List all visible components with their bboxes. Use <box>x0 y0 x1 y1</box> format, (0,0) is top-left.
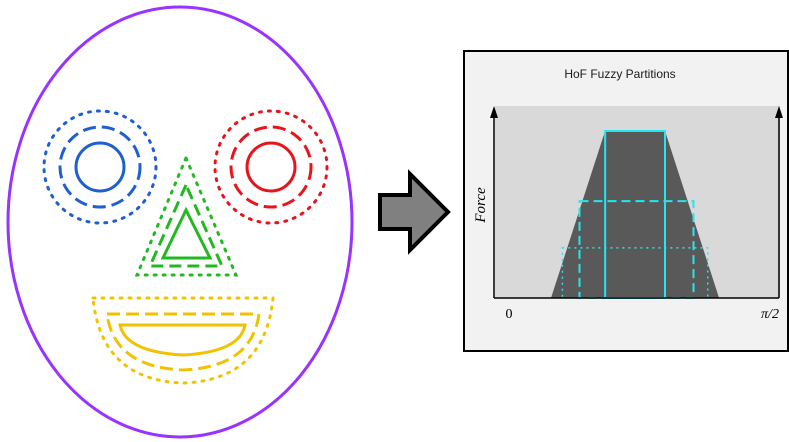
nose-solid-triangle <box>160 206 213 260</box>
left-eye <box>42 109 158 225</box>
fuzzy-partitions-panel: HoF Fuzzy Partitions Force 0 π/2 <box>463 50 789 352</box>
face-diagram <box>6 5 354 439</box>
left-eye-dashed-ring <box>58 125 142 209</box>
right-arrow-icon <box>378 169 451 255</box>
nose-dotted-triangle <box>134 154 239 277</box>
y-axis-arrowhead <box>490 106 498 118</box>
partition-box-dotted <box>561 247 709 299</box>
panel-title: HoF Fuzzy Partitions <box>564 67 675 81</box>
mouth <box>91 296 275 385</box>
right-eye-dashed-ring <box>229 125 313 209</box>
right-eye-dotted-ring <box>213 109 329 225</box>
y-axis-label: Force <box>473 187 489 224</box>
mouth-dotted-shape <box>91 296 275 385</box>
x-tick-end: π/2 <box>761 307 779 322</box>
x-tick-start: 0 <box>506 307 513 322</box>
nose-dashed-triangle <box>147 181 225 268</box>
hof-trapezoid <box>551 131 720 298</box>
mouth-solid-shape <box>118 323 247 357</box>
face-outline <box>6 5 354 439</box>
nose <box>134 154 239 277</box>
left-eye-dotted-ring <box>42 109 158 225</box>
right-eye-solid-ring <box>245 141 297 193</box>
mouth-dashed-shape <box>105 312 261 372</box>
left-eye-solid-ring <box>74 141 126 193</box>
right-axis-arrowhead <box>775 106 783 118</box>
right-eye <box>213 109 329 225</box>
